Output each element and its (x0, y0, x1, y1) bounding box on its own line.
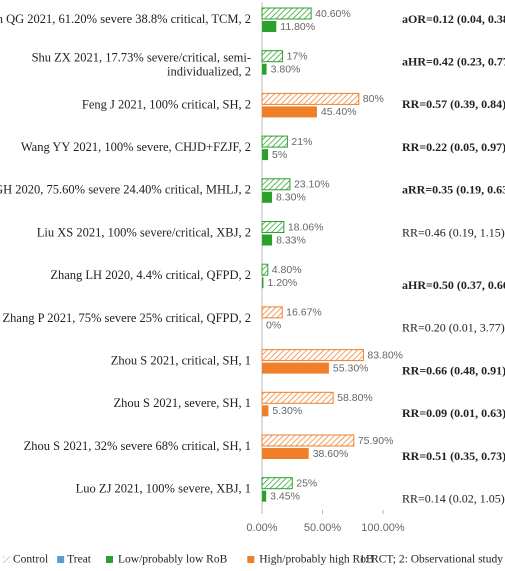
category-label: Feng J 2021, 100% critical, SH, 2 (82, 97, 251, 111)
category-label: Wang YY 2021, 100% severe, CHJD+FZJF, 2 (21, 140, 251, 154)
legend-label: Control (13, 554, 48, 566)
annotation: RR=0.20 (0.01, 3.77) (402, 321, 505, 335)
category-label: Zhou S 2021, severe, SH, 1 (114, 396, 252, 410)
bar (261, 477, 293, 490)
bar (262, 277, 264, 289)
annotation: RR=0.46 (0.19, 1.15) (402, 225, 505, 239)
value-label: 38.60% (313, 448, 349, 460)
annotation: RR=0.57 (0.39, 0.84) (402, 97, 505, 111)
x-tick-label: 0.00% (246, 522, 277, 534)
value-label: 8.30% (276, 192, 306, 204)
value-label: 40.60% (315, 8, 351, 20)
bar (261, 7, 312, 20)
bar (261, 50, 284, 63)
x-tick-label: 100.00% (361, 522, 405, 534)
bar (262, 362, 329, 374)
bar (262, 149, 269, 161)
bar (261, 135, 288, 148)
bar (261, 306, 283, 319)
annotation: RR=0.22 (0.05, 0.97) (402, 140, 505, 154)
bar (262, 448, 309, 459)
annotation: RR=0.51 (0.35, 0.73) (402, 449, 505, 463)
bar (261, 434, 355, 447)
legend-label: High/probably high RoB (259, 554, 374, 566)
bar (261, 221, 285, 233)
value-label: 21% (291, 136, 312, 148)
value-label: 18.06% (288, 221, 324, 233)
legend-swatch (247, 556, 255, 563)
annotation: aHR=0.50 (0.37, 0.66) (402, 278, 505, 292)
value-label: 11.80% (280, 21, 315, 33)
bar (262, 21, 277, 32)
category-label: Zhou S 2021, 32% severe 68% critical, SH… (24, 439, 251, 453)
bar (261, 178, 291, 191)
bar (261, 92, 360, 105)
value-label: 3.45% (270, 490, 300, 502)
value-label: 16.67% (286, 307, 322, 319)
value-label: 80% (363, 93, 384, 105)
annotation: aRR=0.35 (0.19, 0.63) (402, 183, 505, 197)
bar (261, 263, 269, 276)
category-label: Liu XS 2021, 100% severe/critical, XBJ, … (37, 225, 251, 239)
value-label: 5% (272, 149, 287, 161)
value-label: 3.80% (271, 63, 301, 75)
bar (262, 405, 269, 417)
value-label: 55.30% (333, 362, 369, 374)
legend-label: Low/probably low RoB (118, 554, 228, 566)
value-label: 75.90% (358, 435, 394, 447)
category-label: Sun QG 2021, 61.20% severe 38.8% critica… (0, 12, 251, 26)
category-label: Zhou S 2021, critical, SH, 1 (111, 353, 251, 367)
category-label: Zhang P 2021, 75% severe 25% critical, Q… (3, 311, 251, 325)
annotation: RR=0.09 (0.01, 0.63) (402, 406, 505, 420)
value-label: 83.80% (367, 349, 403, 361)
value-label: 1.20% (267, 277, 297, 289)
value-label: 17% (287, 50, 308, 62)
annotation: aHR=0.42 (0.23, 0.77) (402, 54, 505, 68)
legend-label: Treat (67, 554, 92, 566)
bar (262, 234, 273, 246)
bar (262, 63, 267, 75)
value-label: 25% (296, 477, 317, 489)
bar (261, 349, 364, 362)
value-label: 5.30% (272, 405, 302, 417)
legend-swatch (57, 556, 65, 563)
value-label: 45.40% (321, 106, 357, 118)
category-label: Luo ZJ 2021, 100% severe, XBJ, 1 (76, 482, 251, 496)
value-label: 4.80% (272, 264, 302, 276)
category-label: Chen GH 2020, 75.60% severe 24.40% criti… (0, 183, 251, 197)
footnote: 1: RCT; 2: Observational study (359, 554, 503, 566)
category-label: individualized, 2 (167, 65, 251, 79)
value-label: 23.10% (294, 179, 330, 191)
annotation: aOR=0.12 (0.04, 0.38) (402, 12, 505, 26)
annotation: RR=0.14 (0.02, 1.05) (402, 491, 505, 505)
value-label: 58.80% (337, 392, 373, 404)
bar (262, 191, 273, 203)
legend-swatch (3, 556, 10, 563)
x-tick-label: 50.00% (304, 522, 342, 534)
value-label: 0% (266, 320, 281, 332)
bar (262, 106, 317, 118)
category-label: Shu ZX 2021, 17.73% severe/critical, sem… (32, 51, 251, 65)
bar (262, 490, 267, 502)
annotation: RR=0.66 (0.48, 0.91) (402, 363, 505, 377)
value-label: 8.33% (276, 234, 306, 246)
bar (261, 391, 334, 404)
legend-swatch (106, 556, 113, 563)
category-label: Zhang LH 2020, 4.4% critical, QFPD, 2 (50, 268, 251, 282)
